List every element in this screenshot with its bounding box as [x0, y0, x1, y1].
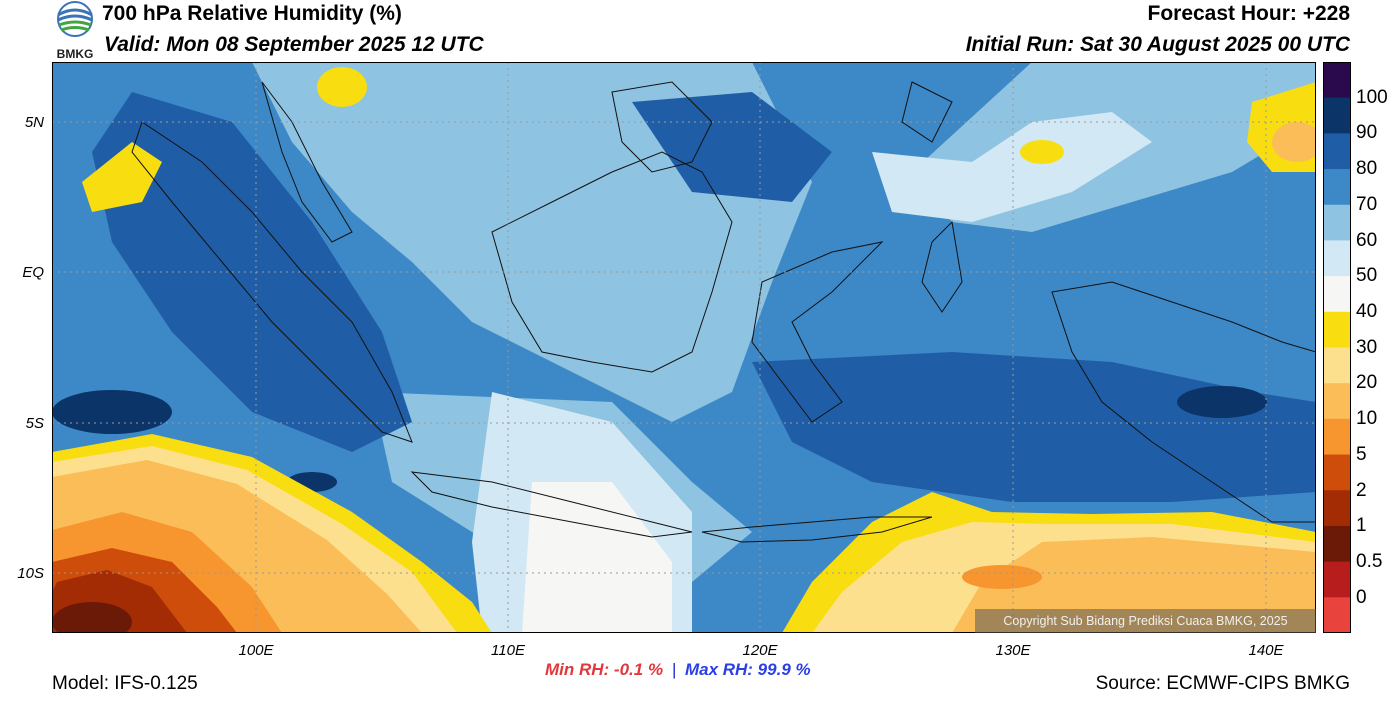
philippines-coast [611, 81, 713, 173]
java-coast [410, 471, 693, 538]
rh-field-saturated [52, 390, 172, 434]
colorbar-label-0: 0 [1356, 587, 1367, 608]
colorbar-swatch [1323, 169, 1351, 206]
colorbar-swatch [1323, 525, 1351, 563]
rh-field-high [632, 92, 832, 202]
model-label: Model: IFS-0.125 [52, 673, 198, 694]
sulawesi-coast [751, 241, 884, 423]
colorbar-swatch [1323, 561, 1351, 598]
colorbar-label-100: 100 [1356, 87, 1388, 108]
colorbar-swatch [1323, 276, 1351, 313]
rh-field-dry-patch [1272, 122, 1316, 162]
colorbar-label-40: 40 [1356, 301, 1378, 322]
coastlines [131, 81, 1316, 543]
sumatra-coast [131, 121, 413, 443]
source-label: Source: ECMWF-CIPS BMKG [1095, 673, 1350, 694]
initial-run: Initial Run: Sat 30 August 2025 00 UTC [965, 33, 1350, 56]
rh-field-pale [872, 112, 1152, 222]
colorbar-label-90: 90 [1356, 122, 1378, 143]
bmkg-logo: BMKG [57, 1, 94, 61]
colorbar-swatch [1323, 204, 1351, 241]
colorbar-label-60: 60 [1356, 230, 1378, 251]
lat-label-5n: 5N [24, 114, 44, 131]
colorbar-swatch [1323, 347, 1351, 384]
rh-field-dry-patch [317, 67, 367, 107]
mindanao-coast [901, 81, 953, 143]
colorbar-label-1: 1 [1356, 515, 1367, 536]
colorbar-label-80: 80 [1356, 158, 1378, 179]
colorbar-swatch [1323, 383, 1351, 420]
colorbar-label-0-5: 0.5 [1356, 551, 1383, 572]
colorbar-swatch [1323, 133, 1351, 170]
colorbar-label-5: 5 [1356, 444, 1367, 465]
lon-label-130e: 130E [995, 642, 1031, 659]
colorbar-swatch [1323, 97, 1351, 134]
rh-stats: Min RH: -0.1 % | Max RH: 99.9 % [545, 660, 811, 680]
lon-label-120e: 120E [742, 642, 778, 659]
maluku-coast [921, 220, 963, 313]
rh-field-dry-sw [52, 602, 132, 633]
rh-field-dry-se [962, 565, 1042, 589]
copyright-notice: Copyright Sub Bidang Prediksi Cuaca BMKG… [975, 609, 1316, 633]
lat-label-eq: EQ [22, 264, 44, 281]
colorbar-swatch [1323, 240, 1351, 277]
valid-time: Valid: Mon 08 September 2025 12 UTC [104, 33, 484, 56]
forecast-hour: Forecast Hour: +228 [1147, 2, 1351, 25]
logo-text: BMKG [57, 47, 94, 61]
colorbar-swatch [1323, 311, 1351, 348]
lon-label-140e: 140E [1248, 642, 1284, 659]
colorbar-border [1323, 62, 1351, 633]
colorbar-label-50: 50 [1356, 265, 1378, 286]
colorbar-swatch [1323, 490, 1351, 527]
graticule [52, 62, 1316, 633]
humidity-map [52, 62, 1316, 633]
colorbar-swatch [1323, 454, 1351, 491]
colorbar-swatch [1323, 418, 1351, 456]
papua-coast [1051, 281, 1316, 523]
max-rh: Max RH: 99.9 % [684, 660, 811, 679]
lon-label-110e: 110E [491, 642, 525, 659]
lesser-sunda-coast [701, 516, 933, 543]
stats-separator: | [671, 660, 677, 679]
min-rh: Min RH: -0.1 % [545, 660, 664, 679]
colorbar-swatch [1323, 597, 1351, 633]
colorbar-label-10: 10 [1356, 408, 1378, 429]
lat-label-10s: 10S [17, 565, 44, 582]
rh-field-high [752, 352, 1316, 502]
lon-label-100e: 100E [238, 642, 274, 659]
rh-field-dry-patch [82, 142, 162, 212]
rh-field-dry-patch [1020, 140, 1064, 164]
borneo-coast [491, 151, 733, 373]
lat-label-5s: 5S [25, 415, 44, 432]
malay-peninsula-coast [261, 81, 353, 243]
colorbar-label-30: 30 [1356, 337, 1378, 358]
colorbar-swatch [1323, 62, 1351, 99]
colorbar-label-70: 70 [1356, 194, 1378, 215]
colorbar-label-20: 20 [1356, 372, 1378, 393]
map-title: 700 hPa Relative Humidity (%) [102, 2, 402, 25]
colorbar [1323, 62, 1351, 633]
colorbar-label-2: 2 [1356, 480, 1367, 501]
rh-field-saturated [1177, 386, 1267, 418]
